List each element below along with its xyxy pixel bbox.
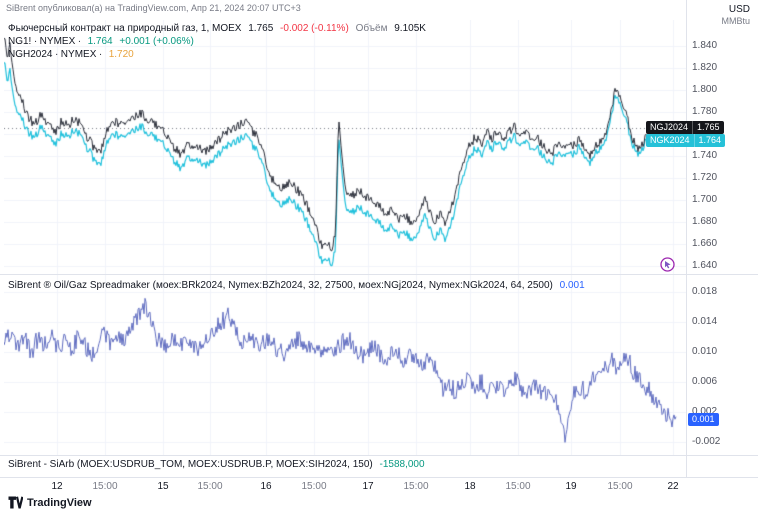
price-tick-label: 1.720 <box>692 172 718 183</box>
time-tick-label: 15 <box>157 481 169 492</box>
time-tick-label: 12 <box>51 481 63 492</box>
compare-symbol-2-title[interactable]: NGH2024 ∙ NYMEX ∙ <box>8 49 102 60</box>
price-tick-label: 1.640 <box>692 260 718 271</box>
price-tick-label: 0.010 <box>692 346 718 357</box>
compare-symbol-row-1: NG1! ∙ NYMEX ∙ 1.764 +0.001 (+0.06%) <box>8 35 430 48</box>
price-tick-label: 1.780 <box>692 106 718 117</box>
time-tick-label: 15:00 <box>92 481 118 492</box>
spread-value-label-value: 0.001 <box>692 414 715 424</box>
compare-symbol-2-price: 1.720 <box>108 49 134 60</box>
arb-indicator-value: -1588,000 <box>379 459 425 470</box>
price-tick-label: 1.800 <box>692 84 718 95</box>
price-tick-label: 1.840 <box>692 40 718 51</box>
spread-legend: SiBrent ® Oil/Gaz Spreadmaker (моех:BRk2… <box>8 280 589 291</box>
price-tick-label: 1.680 <box>692 216 718 227</box>
spread-indicator-title[interactable]: SiBrent ® Oil/Gaz Spreadmaker (моех:BRk2… <box>8 280 553 291</box>
time-tick-label: 16 <box>260 481 272 492</box>
price-change: -0.002 (-0.11%) <box>280 23 349 34</box>
price-tick-label: 1.700 <box>692 194 718 205</box>
pane-divider-2[interactable] <box>0 455 758 456</box>
last-price: 1.765 <box>248 23 274 34</box>
publish-header: SiBrent опубликовал(а) на TradingView.co… <box>6 3 301 13</box>
axis-currency-label: USD <box>728 4 750 15</box>
main-symbol-row: Фьючерсный контракт на природный газ, 1,… <box>8 22 430 35</box>
spread-value-label: 0.001 <box>688 413 719 426</box>
time-axis-border <box>0 477 758 478</box>
published-idea-marker-icon[interactable] <box>660 257 675 272</box>
symbol-title[interactable]: Фьючерсный контракт на природный газ, 1,… <box>8 23 242 34</box>
pane-divider-1[interactable] <box>0 274 758 275</box>
time-tick-label: 15:00 <box>505 481 531 492</box>
price-label-ngk2024: NGK2024 1.764 <box>646 134 726 147</box>
volume-label: Объём <box>355 23 388 34</box>
arb-legend: SiBrent - SiArb (MOEX:USDRUB_TOM, MOEX:U… <box>8 459 429 470</box>
price-axis-border <box>686 0 687 477</box>
arb-indicator-title[interactable]: SiBrent - SiArb (MOEX:USDRUB_TOM, MOEX:U… <box>8 459 373 470</box>
tradingview-logo-icon <box>8 496 23 509</box>
axis-unit-label: MMBtu <box>721 16 750 26</box>
time-tick-label: 18 <box>464 481 476 492</box>
price-tick-label: 0.018 <box>692 286 718 297</box>
time-tick-label: 15:00 <box>607 481 633 492</box>
price-label-ngj2024-symbol: NGJ2024 <box>646 121 694 134</box>
price-axis[interactable]: USD MMBtu 1.8401.8201.8001.7801.7601.740… <box>687 0 758 477</box>
main-legend: Фьючерсный контракт на природный газ, 1,… <box>8 22 430 61</box>
tradingview-logo[interactable]: TradingView <box>8 496 92 509</box>
time-tick-label: 15:00 <box>301 481 327 492</box>
compare-symbol-1-change: +0.001 (+0.06%) <box>119 36 194 47</box>
price-pane-canvas[interactable] <box>4 20 686 274</box>
time-tick-label: 15:00 <box>403 481 429 492</box>
price-tick-label: 1.660 <box>692 238 718 249</box>
volume-value: 9.105K <box>394 23 426 34</box>
time-tick-label: 15:00 <box>197 481 223 492</box>
price-tick-label: 0.002 <box>692 406 718 417</box>
spread-indicator-value: 0.001 <box>559 280 585 291</box>
price-label-ngj2024: NGJ2024 1.765 <box>646 121 724 134</box>
price-label-ngk2024-value: 1.764 <box>698 135 722 145</box>
time-tick-label: 22 <box>667 481 679 492</box>
time-tick-label: 17 <box>362 481 374 492</box>
price-tick-label: 1.740 <box>692 150 718 161</box>
spread-pane-canvas[interactable] <box>4 275 686 455</box>
price-label-ngj2024-value: 1.765 <box>697 122 720 132</box>
price-tick-label: 0.006 <box>692 376 718 387</box>
price-label-ngk2024-symbol: NGK2024 <box>646 134 695 147</box>
compare-symbol-1-price: 1.764 <box>87 36 113 47</box>
compare-symbol-1-title[interactable]: NG1! ∙ NYMEX ∙ <box>8 36 81 47</box>
compare-symbol-row-2: NGH2024 ∙ NYMEX ∙ 1.720 <box>8 48 430 61</box>
price-tick-label: -0.002 <box>692 436 721 447</box>
price-tick-label: 0.014 <box>692 316 718 327</box>
time-tick-label: 19 <box>565 481 577 492</box>
time-axis[interactable]: 12 15:00 15 15:00 16 15:00 17 15:00 18 15:00 19 15:… <box>0 478 686 498</box>
price-tick-label: 1.820 <box>692 62 718 73</box>
tradingview-wordmark: TradingView <box>27 496 92 509</box>
